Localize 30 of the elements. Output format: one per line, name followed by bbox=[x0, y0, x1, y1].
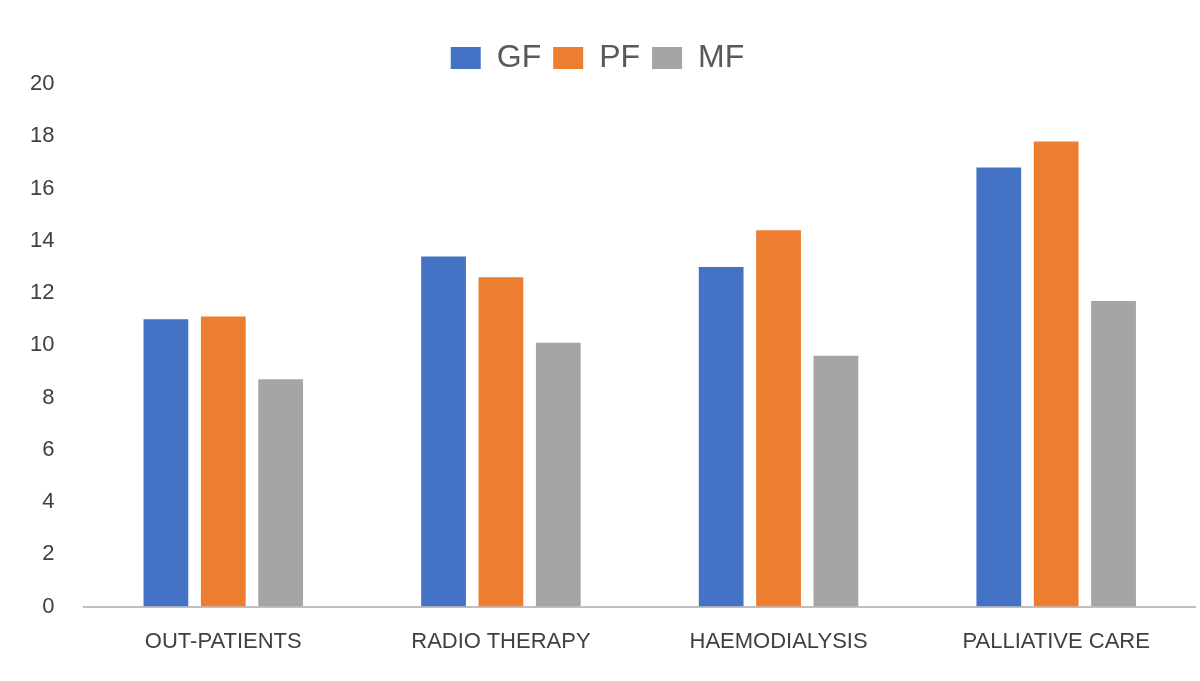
y-tick-label: 0 bbox=[42, 592, 55, 618]
y-tick-label: 10 bbox=[29, 331, 55, 357]
bar bbox=[535, 342, 581, 607]
legend-label: GF bbox=[496, 37, 542, 74]
y-tick-label: 8 bbox=[42, 383, 55, 409]
y-tick-label: 12 bbox=[29, 279, 55, 305]
y-tick-label: 18 bbox=[29, 122, 55, 148]
y-tick-label: 14 bbox=[29, 226, 55, 252]
x-tick-label: RADIO THERAPY bbox=[411, 627, 591, 653]
bar bbox=[698, 266, 744, 607]
bar bbox=[478, 277, 524, 607]
legend-label: PF bbox=[599, 37, 641, 74]
bar bbox=[421, 256, 466, 607]
x-tick-label: HAEMODIALYSIS bbox=[689, 627, 868, 653]
bar bbox=[1033, 141, 1079, 607]
y-tick-label: 6 bbox=[42, 435, 55, 461]
bar bbox=[976, 167, 1022, 607]
y-tick-label: 16 bbox=[29, 174, 55, 200]
y-tick-label: 2 bbox=[42, 540, 55, 566]
bar bbox=[1091, 300, 1136, 607]
bar bbox=[756, 230, 801, 607]
y-tick-label: 20 bbox=[29, 70, 55, 96]
bar bbox=[813, 355, 859, 607]
x-tick-label: OUT-PATIENTS bbox=[144, 627, 302, 653]
bar bbox=[258, 379, 304, 607]
x-tick-label: PALLIATIVE CARE bbox=[962, 627, 1150, 653]
bar bbox=[200, 316, 246, 607]
legend-label: MF bbox=[698, 37, 745, 74]
y-tick-label: 4 bbox=[42, 488, 55, 514]
bar bbox=[143, 319, 189, 607]
